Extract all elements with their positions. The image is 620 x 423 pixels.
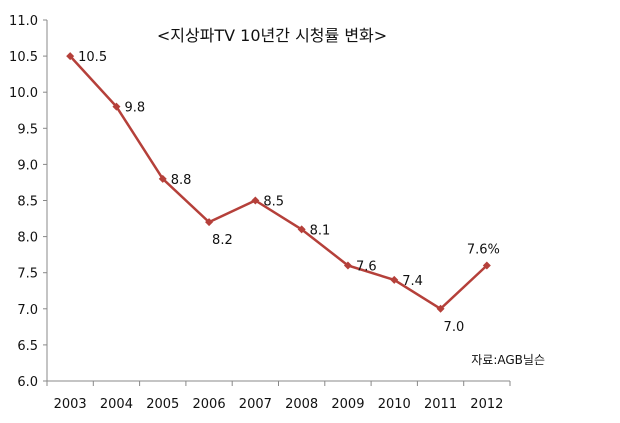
data-point-marker bbox=[112, 102, 121, 111]
data-point-marker bbox=[436, 304, 445, 313]
y-tick-label: 11.0 bbox=[9, 14, 38, 29]
data-label: 8.1 bbox=[310, 223, 331, 238]
source-note: 자료:AGB닐슨 bbox=[471, 353, 545, 367]
y-tick-label: 10.0 bbox=[9, 86, 38, 101]
y-tick-label: 8.5 bbox=[17, 195, 38, 210]
x-tick-label: 2011 bbox=[424, 397, 457, 412]
y-tick-label: 7.0 bbox=[17, 303, 38, 318]
data-label: 7.6 bbox=[356, 259, 377, 274]
data-point-marker bbox=[297, 225, 306, 234]
data-point-marker bbox=[343, 261, 352, 270]
x-tick-label: 2004 bbox=[100, 397, 133, 412]
data-label: 8.8 bbox=[171, 173, 192, 188]
data-point-marker bbox=[251, 196, 260, 205]
x-tick-label: 2008 bbox=[285, 397, 318, 412]
data-label: 10.5 bbox=[78, 50, 107, 65]
chart-title: <지상파TV 10년간 시청률 변화> bbox=[157, 26, 387, 45]
data-point-marker bbox=[66, 52, 75, 61]
data-label: 7.0 bbox=[444, 320, 465, 335]
y-tick-label: 10.5 bbox=[9, 50, 38, 65]
y-tick-label: 9.5 bbox=[17, 122, 38, 137]
y-tick-label: 8.0 bbox=[17, 231, 38, 246]
data-point-marker bbox=[158, 174, 167, 183]
x-tick-label: 2007 bbox=[239, 397, 272, 412]
y-tick-label: 6.0 bbox=[17, 375, 38, 390]
data-point-marker bbox=[205, 218, 214, 227]
data-point-marker bbox=[482, 261, 491, 270]
data-label: 8.5 bbox=[263, 195, 284, 210]
data-point-marker bbox=[390, 275, 399, 284]
x-tick-label: 2010 bbox=[378, 397, 411, 412]
x-tick-label: 2009 bbox=[331, 397, 364, 412]
y-tick-label: 7.5 bbox=[17, 267, 38, 282]
y-tick-label: 9.0 bbox=[17, 158, 38, 173]
y-tick-label: 6.5 bbox=[17, 339, 38, 354]
x-tick-label: 2005 bbox=[146, 397, 179, 412]
x-tick-label: 2012 bbox=[470, 397, 503, 412]
x-tick-label: 2003 bbox=[54, 397, 87, 412]
data-label: 8.2 bbox=[212, 233, 233, 248]
series-line bbox=[69, 55, 488, 311]
x-tick-label: 2006 bbox=[193, 397, 226, 412]
data-label: 7.4 bbox=[402, 274, 423, 289]
data-label: 7.6% bbox=[467, 242, 500, 257]
data-label: 9.8 bbox=[124, 101, 145, 116]
